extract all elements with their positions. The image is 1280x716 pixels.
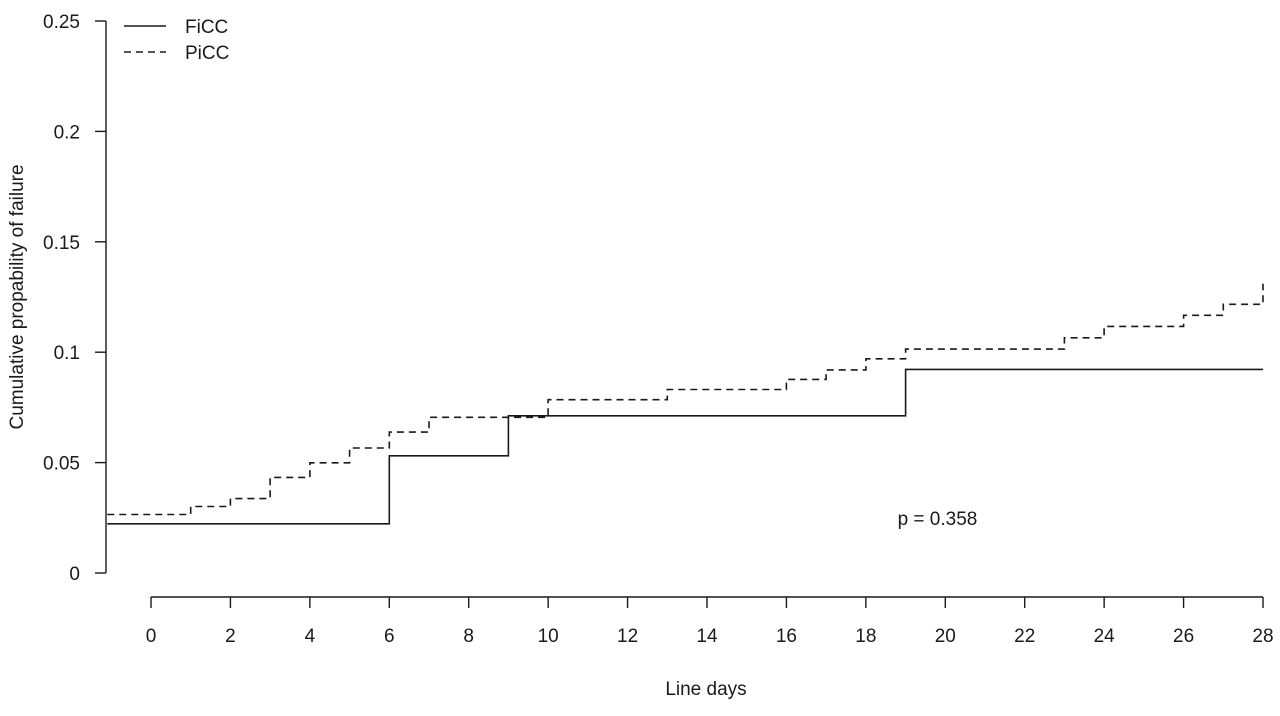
x-tick-label: 0 bbox=[146, 626, 157, 647]
x-tick-label: 10 bbox=[538, 626, 559, 647]
x-tick-label: 24 bbox=[1094, 626, 1116, 647]
x-tick-label: 26 bbox=[1173, 626, 1194, 647]
x-tick-label: 4 bbox=[305, 626, 316, 647]
x-tick-label: 6 bbox=[384, 626, 395, 647]
y-tick-label: 0.25 bbox=[43, 12, 80, 33]
x-tick-label: 16 bbox=[776, 626, 797, 647]
y-tick-label: 0.1 bbox=[54, 343, 80, 364]
series-line-ficc bbox=[107, 368, 1263, 525]
y-tick-label: 0.15 bbox=[43, 233, 80, 254]
annotation-layer: p = 0.358 bbox=[898, 509, 978, 530]
legend-label-picc: PiCC bbox=[185, 43, 229, 64]
x-axis: 0 2 4 6 8 10 12 14 16 18 20 22 24 26 28 bbox=[146, 596, 1274, 647]
x-tick-label: 18 bbox=[855, 626, 876, 647]
x-tick-label: 20 bbox=[935, 626, 956, 647]
y-tick-label: 0.05 bbox=[43, 454, 80, 475]
p-value-annotation: p = 0.358 bbox=[898, 509, 978, 530]
x-tick-label: 14 bbox=[696, 626, 718, 647]
y-tick-label: 0 bbox=[69, 564, 80, 585]
x-tick-label: 2 bbox=[225, 626, 236, 647]
x-axis-title: Line days bbox=[665, 679, 746, 700]
y-axis-title: Cumulative propability of failure bbox=[7, 164, 28, 429]
series-line-picc bbox=[107, 283, 1264, 516]
legend-label-ficc: FiCC bbox=[185, 17, 228, 38]
x-tick-label: 22 bbox=[1014, 626, 1035, 647]
x-tick-label: 28 bbox=[1252, 626, 1273, 647]
x-tick-label: 8 bbox=[463, 626, 474, 647]
legend: FiCC PiCC bbox=[124, 17, 229, 64]
y-axis: 0 0.05 0.1 0.15 0.2 0.25 bbox=[43, 12, 107, 585]
x-tick-label: 12 bbox=[617, 626, 638, 647]
y-tick-label: 0.2 bbox=[54, 122, 80, 143]
series-layer bbox=[107, 283, 1264, 525]
